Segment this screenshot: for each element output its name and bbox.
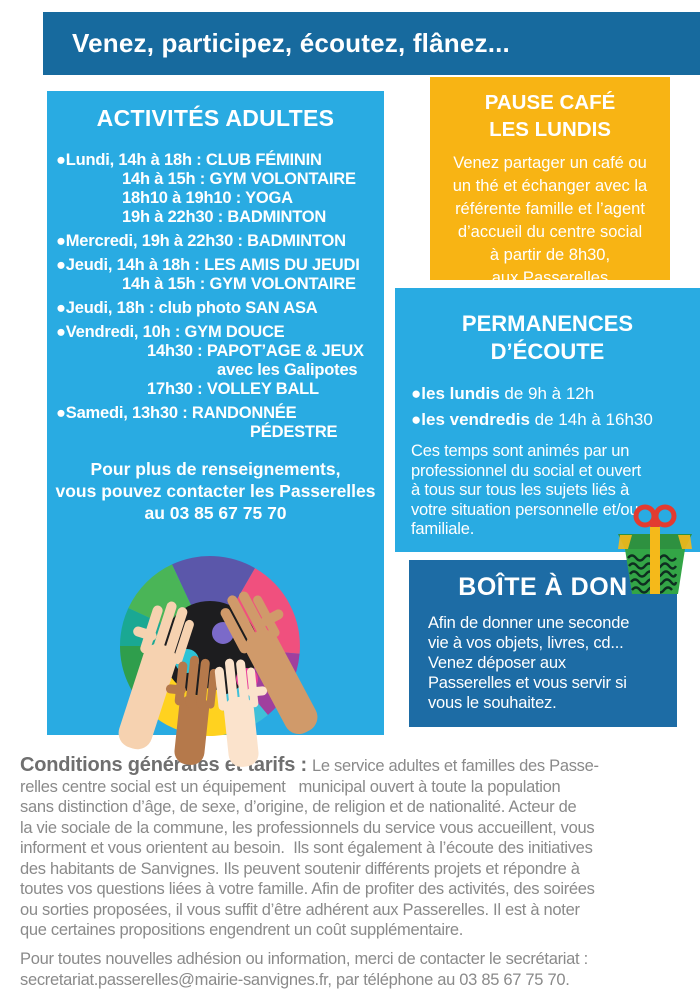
schedule-line: 19h à 22h30 : BADMINTON [122,208,327,226]
conditions-line: relles centre social est un équipement m… [20,777,561,796]
permanences-title-line: D’ÉCOUTE [490,339,605,364]
conditions-line: la vie sociale de la commune, les profes… [20,818,595,837]
hands-on-puzzle-circle-illustration [118,556,318,767]
conditions-line: ou sorties proposées, il vous suffit d’ê… [20,900,580,919]
permanences-body-line: à tous sur tous les sujets liés à [411,481,630,499]
boite-a-don-box: BOÎTE À DON Afin de donner une seconde v… [409,560,677,727]
permanences-hours-line: ●les lundis de 9h à 12h [411,381,700,407]
banner-title: Venez, participez, écoutez, flânez... [72,28,510,58]
boite-a-don-body: Afin de donner une seconde vie à vos obj… [409,613,677,713]
schedule-line: 14h30 : PAPOT’AGE & JEUX [147,342,364,360]
pause-cafe-body-line: Venez partager un café ou [453,154,647,172]
hours-time: de 14h à 16h30 [529,410,653,429]
conditions-line: des habitants de Sanvignes. Ils peuvent … [20,859,580,878]
hand-tan [220,591,318,735]
conditions-line: sans distinction d’âge, de sexe, d’origi… [20,798,577,816]
permanences-hours-line: ●les vendredis de 14h à 16h30 [411,407,700,433]
top-banner: Venez, participez, écoutez, flânez... [43,12,700,75]
permanences-title-line: PERMANENCES [461,311,634,336]
schedule-line: ●Lundi, 14h à 18h : CLUB FÉMININ [56,151,322,169]
conditions-line: Conditions générales et tarifs : Le servi… [20,755,599,777]
permanences-hours-list: ●les lundis de 9h à 12h ●les vendredis d… [395,381,700,433]
pause-cafe-title-line: PAUSE CAFÉ [484,91,616,114]
pause-cafe-title: PAUSE CAFÉ LES LUNDIS [430,89,670,143]
schedule-line: ●Jeudi, 14h à 18h : LES AMIS DU JEUDI [56,256,360,274]
hours-time: de 9h à 12h [499,384,595,403]
schedule-line: 14h à 15h : GYM VOLONTAIRE [122,275,356,293]
hand-pale [214,658,268,767]
gift-icon [618,504,692,594]
secretariat-contact-footer: Pour toutes nouvelles adhésion ou inform… [20,949,588,990]
activities-adultes-box: ACTIVITÉS ADULTES ●Lundi, 14h à 18h : CL… [47,91,384,735]
schedule-line: ●Samedi, 13h30 : RANDONNÉE [56,404,297,422]
hours-day: ●les lundis [411,384,500,403]
pause-cafe-title-line: LES LUNDIS [489,118,611,141]
contact-line: vous pouvez contacter les Passerelles [55,481,376,501]
don-body-line: vous le souhaitez. [428,694,557,712]
conditions-heading: Conditions générales et tarifs : [20,754,307,776]
conditions-line: toutes vos questions liées à votre famil… [20,880,595,898]
hand-light [118,601,194,750]
schedule-line: ●Vendredi, 10h : GYM DOUCE [56,323,285,341]
conditions-line: que certaines propositions engendrent un… [20,921,464,939]
boite-a-don-title: BOÎTE À DON [458,573,628,601]
don-body-line: Venez déposer aux [428,654,566,672]
activities-contact-note: Pour plus de renseignements, vous pouvez… [47,458,384,524]
pause-cafe-body-line: aux Passerelles [491,269,609,287]
don-body-line: Afin de donner une seconde [428,614,630,632]
pause-cafe-box: PAUSE CAFÉ LES LUNDIS Venez partager un … [430,77,670,287]
permanences-title: PERMANENCES D’ÉCOUTE [395,310,700,366]
permanences-body-line: votre situation personnelle et/ou [411,500,639,519]
schedule-line: 17h30 : VOLLEY BALL [147,380,319,398]
schedule-line: 14h à 15h : GYM VOLONTAIRE [122,170,356,188]
hand-brown [165,655,218,765]
schedule-line: PÉDESTRE [250,423,338,441]
pause-cafe-body-line: un thé et échanger avec la [452,177,648,195]
permanences-body-line: familiale. [411,520,475,538]
hours-day: ●les vendredis [411,410,530,429]
activities-title: ACTIVITÉS ADULTES [96,105,335,131]
permanences-body-line: professionnel du social et ouvert [411,461,642,480]
contact-phone: au 03 85 67 75 70 [144,503,287,523]
permanences-body: Ces temps sont animés par un professionn… [395,442,700,540]
schedule-line: ●Mercredi, 19h à 22h30 : BADMINTON [56,232,346,250]
pause-cafe-body-line: à partir de 8h30, [489,246,611,264]
footer-line: Pour toutes nouvelles adhésion ou inform… [20,950,588,968]
schedule-line: ●Jeudi, 18h : club photo SAN ASA [56,299,318,317]
permanences-body-line: Ces temps sont animés par un [411,442,630,460]
conditions-generales-section: Conditions générales et tarifs : Le servi… [20,755,599,941]
schedule-line: avec les Galipotes [217,361,358,379]
don-body-line: vie à vos objets, livres, cd... [428,634,624,652]
conditions-line: informent et vous orientent au besoin. I… [20,839,593,857]
pause-cafe-body: Venez partager un café ou un thé et écha… [430,152,670,290]
don-body-line: Passerelles et vous servir si [428,674,627,692]
contact-line: Pour plus de renseignements, [90,459,341,479]
pause-cafe-body-line: d’accueil du centre social [457,223,643,241]
conditions-text: Le service adultes et familles des Passe… [312,757,599,775]
footer-line-email-phone: secretariat.passerelles@mairie-sanvignes… [20,970,570,989]
activities-schedule-list: ●Lundi, 14h à 18h : CLUB FÉMININ 14h à 1… [47,151,384,442]
pause-cafe-body-line: référente famille et l’agent [455,200,645,218]
schedule-line: 18h10 à 19h10 : YOGA [122,189,293,207]
